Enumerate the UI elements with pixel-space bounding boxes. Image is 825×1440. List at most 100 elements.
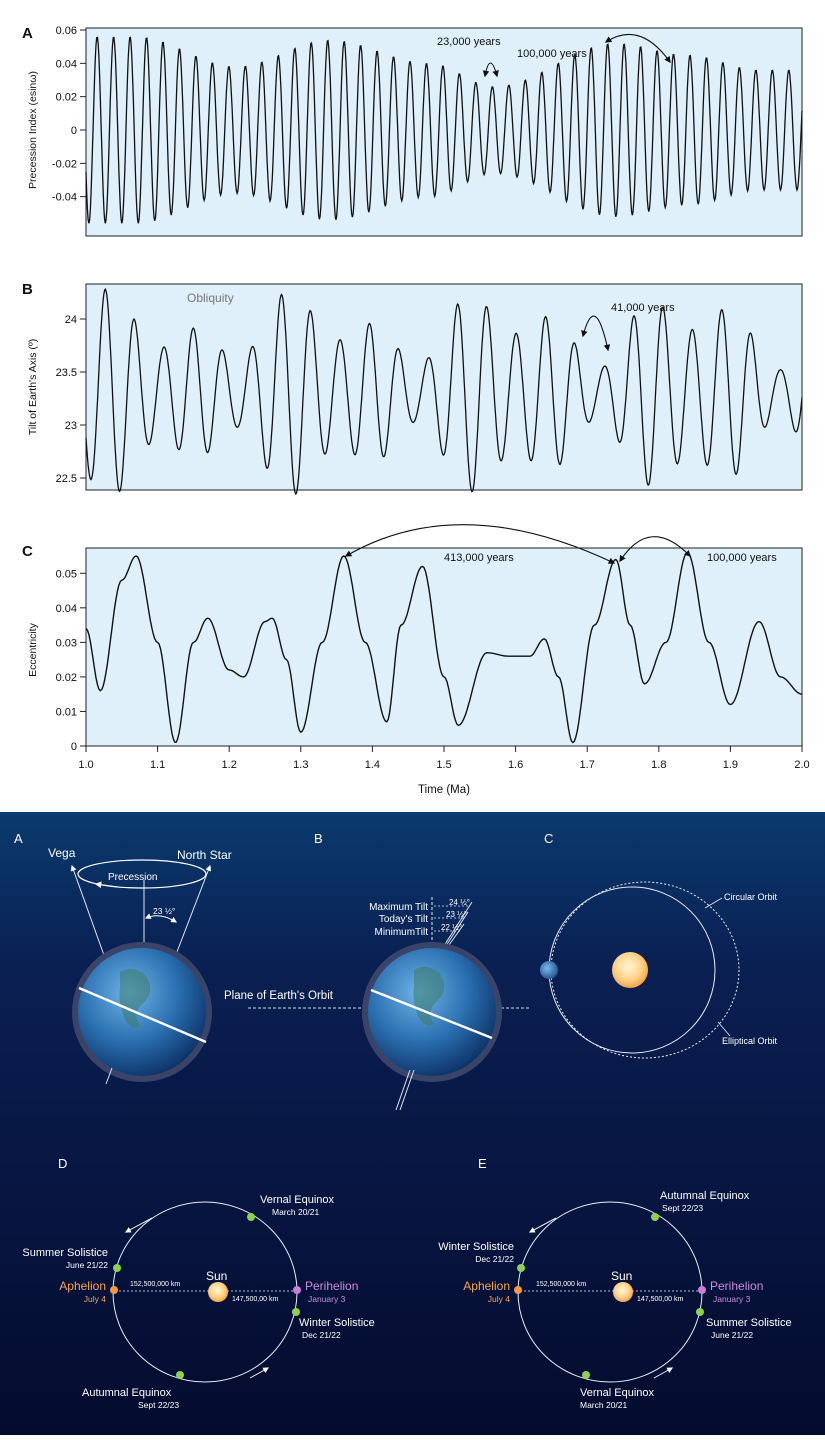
aphelion-label-d: Aphelion (59, 1279, 106, 1293)
obliquity-y-axis-label: Tilt of Earth's Axis (º) (27, 339, 39, 435)
summer-solstice-dot-e (696, 1308, 704, 1316)
panel-letter-c: C (22, 543, 33, 560)
autumnal-equinox-dot-e (651, 1213, 659, 1221)
eccentricity-y-tick-label: 0.01 (56, 706, 77, 718)
diagram-panel-b: B Maximum Tilt Today's Tilt MinimumTilt … (314, 831, 502, 1111)
continent-shape-a (119, 968, 151, 1028)
summer-solstice-label-d: Summer Solistice (22, 1247, 108, 1259)
arrow-41000-years (581, 315, 611, 352)
precession-ellipse (77, 859, 207, 889)
annotation-41000-years: 41,000 years (611, 302, 675, 314)
time-x-tick-label: 1.2 (222, 759, 237, 771)
eccentricity-y-axis-label: Eccentricity (27, 622, 39, 676)
precession-y-tick-label: 0.04 (56, 58, 77, 70)
sun-icon-c (612, 952, 648, 988)
eccentricity-y-tick-label: 0.05 (56, 568, 77, 580)
summer-solstice-label-e: Summer Solistice (706, 1317, 792, 1329)
diagram-panel-a: A Vega North Star Precession 23 ½° (14, 831, 232, 1085)
plane-of-orbit-label: Plane of Earth's Orbit (224, 990, 334, 1002)
arrow-413000-years (344, 524, 616, 564)
precession-direction-icon (94, 881, 119, 888)
elliptical-orbit-pointer (717, 1021, 731, 1037)
obliquity-y-ticks: 24 23.5 23 22.5 (56, 314, 86, 485)
aphelion-dot-e (514, 1286, 522, 1294)
diagram-letter-b: B (314, 831, 323, 846)
earth-globe-a-icon (78, 948, 206, 1076)
perihelion-date-d: January 3 (308, 1294, 346, 1304)
arrow-23000-years (482, 62, 499, 78)
orbit-direction-arrow-d1 (124, 1217, 153, 1233)
diagram-background (0, 812, 825, 1435)
autumnal-equinox-dot-d (176, 1371, 184, 1379)
time-x-tick-label: 1.7 (580, 759, 595, 771)
annotation-100000-years-eccentricity: 100,000 years (707, 552, 777, 564)
time-x-tick-label: 1.0 (78, 759, 93, 771)
min-tilt-value: 22 ½° (441, 923, 462, 932)
vernal-equinox-dot-e (582, 1371, 590, 1379)
today-tilt-value: 23 ½° (446, 910, 467, 919)
autumnal-equinox-date-d: Sept 22/23 (138, 1400, 179, 1410)
time-x-tick-label: 1.9 (723, 759, 738, 771)
eccentricity-y-tick-label: 0.03 (56, 637, 77, 649)
earth-small-icon-c (540, 961, 558, 979)
time-x-axis-label: Time (Ma) (418, 784, 470, 796)
perihelion-label-d: Perihelion (305, 1279, 358, 1293)
time-x-tick-label: 1.8 (651, 759, 666, 771)
circular-orbit-pointer (704, 897, 723, 909)
annotation-23000-years: 23,000 years (437, 36, 501, 48)
max-tilt-label: Maximum Tilt (369, 902, 428, 913)
winter-solstice-date-d: Dec 21/22 (302, 1330, 341, 1340)
time-x-ticks: 1.0 1.1 1.2 1.3 1.4 1.5 1.6 1.7 1.8 1.9 2.0 (78, 746, 810, 771)
perihelion-distance-e: 147,500,00 km (637, 1296, 683, 1303)
perihelion-date-e: January 3 (713, 1294, 751, 1304)
earth-axis-bottom-b1 (395, 1069, 411, 1111)
eccentricity-y-tick-label: 0 (71, 741, 77, 753)
aphelion-dot-d (110, 1286, 118, 1294)
diagram-panel-d: D Vernal Equinox March 20/21 Summer Soli… (22, 1156, 374, 1410)
obliquity-y-tick-label: 23 (65, 420, 77, 432)
orbit-direction-arrow-d2 (249, 1367, 270, 1379)
vernal-equinox-label-e: Vernal Equinox (580, 1387, 654, 1399)
orbit-direction-arrow-e2 (653, 1367, 674, 1379)
time-x-tick-label: 1.4 (365, 759, 380, 771)
aphelion-distance-d: 152,500,000 km (130, 1281, 180, 1288)
summer-solstice-dot-d (113, 1264, 121, 1272)
earth-equator-b (370, 988, 493, 1040)
summer-solstice-date-d: June 21/22 (66, 1260, 108, 1270)
winter-solstice-label-e: Winter Solistice (438, 1241, 514, 1253)
time-x-tick-label: 1.5 (436, 759, 451, 771)
annotation-100000-years-precession: 100,000 years (517, 48, 587, 60)
aphelion-label-e: Aphelion (463, 1279, 510, 1293)
time-x-tick-label: 1.6 (508, 759, 523, 771)
eccentricity-chart: 0.05 0.04 0.03 0.02 0.01 0 1.0 1.1 1.2 1.3 1.4 1.5… (22, 524, 810, 796)
obliquity-y-tick-label: 23.5 (56, 367, 77, 379)
winter-solstice-date-e: Dec 21/22 (475, 1254, 514, 1264)
winter-solstice-dot-e (517, 1264, 525, 1272)
summer-solstice-date-e: June 21/22 (711, 1330, 753, 1340)
precession-y-tick-label: 0 (71, 125, 77, 137)
sun-icon-e (613, 1282, 633, 1302)
autumnal-equinox-label-d: Autumnal Equinox (82, 1387, 172, 1399)
precession-y-tick-label: 0.06 (56, 25, 77, 37)
perihelion-distance-d: 147,500,00 km (232, 1296, 278, 1303)
precession-series-line (85, 36, 803, 224)
annotation-413000-years: 413,000 years (444, 552, 514, 564)
perihelion-dot-d (293, 1286, 301, 1294)
tilt-angle-arc-icon (144, 913, 178, 923)
eccentricity-y-tick-label: 0.04 (56, 603, 77, 615)
obliquity-y-tick-label: 24 (65, 314, 77, 326)
today-tilt-label: Today's Tilt (379, 914, 428, 925)
north-star-label: North Star (177, 848, 232, 862)
arrow-100000-years-eccentricity (619, 536, 691, 563)
time-x-tick-label: 1.1 (150, 759, 165, 771)
aphelion-date-d: July 4 (84, 1294, 106, 1304)
eccentricity-y-ticks: 0.05 0.04 0.03 0.02 0.01 0 (56, 568, 86, 753)
earth-equator-a (78, 986, 207, 1044)
sun-label-d: Sun (206, 1269, 227, 1283)
winter-solstice-label-d: Winter Solistice (299, 1317, 375, 1329)
max-tilt-value: 24 ½° (449, 898, 470, 907)
time-x-tick-label: 1.3 (293, 759, 308, 771)
obliquity-y-tick-label: 22.5 (56, 473, 77, 485)
